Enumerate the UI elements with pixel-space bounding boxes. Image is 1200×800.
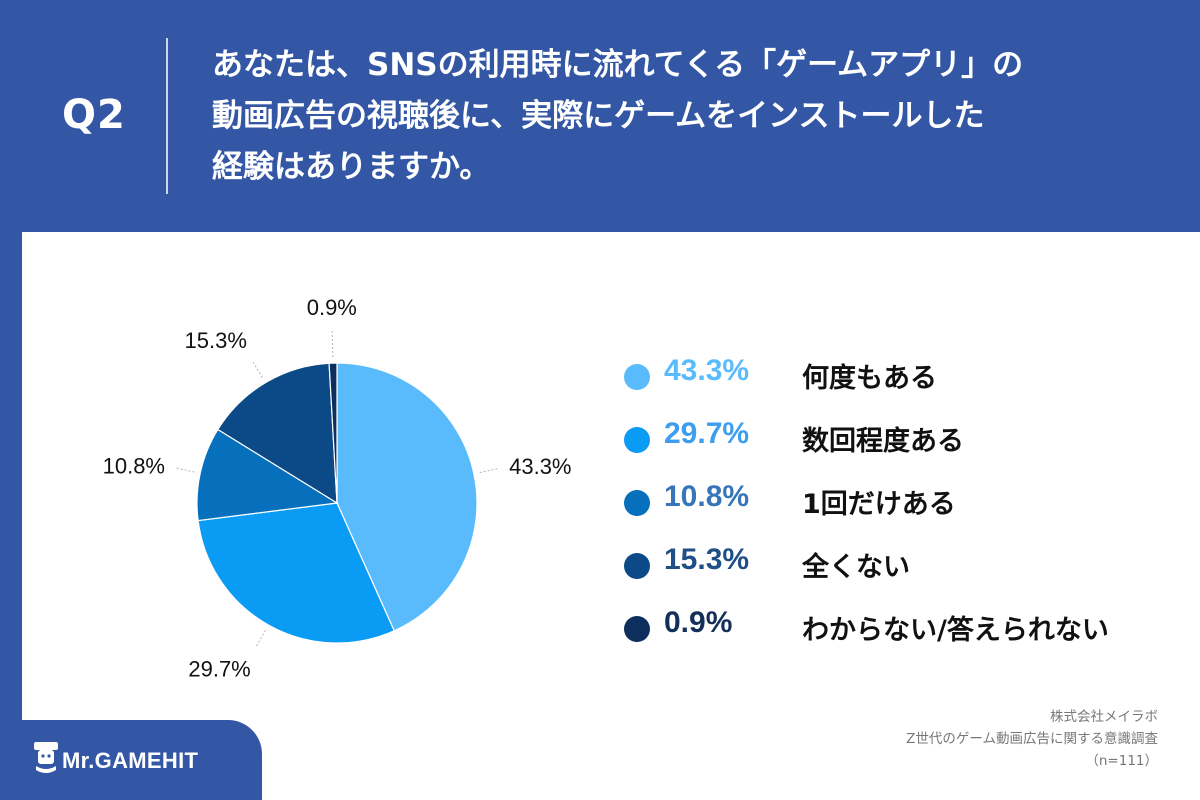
legend-dot-icon bbox=[624, 427, 650, 453]
slice-value-label: 0.9% bbox=[307, 295, 357, 320]
pie-slice bbox=[196, 428, 339, 522]
pie-slice bbox=[217, 362, 338, 505]
legend-value: 15.3% bbox=[664, 543, 750, 576]
legend-value: 43.3% bbox=[664, 354, 750, 387]
source-note: 株式会社メイラボ Z世代のゲーム動画広告に関する意識調査 （n=111） bbox=[758, 706, 1158, 772]
legend-dot-icon bbox=[624, 490, 650, 516]
legend-label: わからない/答えられない bbox=[802, 615, 1109, 646]
source-company: 株式会社メイラボ bbox=[1050, 709, 1158, 725]
leader-line bbox=[251, 360, 263, 378]
source-survey: Z世代のゲーム動画広告に関する意識調査 bbox=[906, 731, 1158, 747]
pie-slice bbox=[197, 502, 396, 644]
question-text: あなたは、SNSの利用時に流れてくる「ゲームアプリ」の 動画広告の視聴後に、実際… bbox=[212, 40, 1172, 193]
question-line: 動画広告の視聴後に、実際にゲームをインストールした bbox=[212, 98, 985, 134]
legend-item: 43.3% 何度もある bbox=[600, 346, 1160, 394]
leader-line bbox=[479, 467, 500, 473]
legend-label: 全くない bbox=[802, 552, 910, 583]
legend-label: 何度もある bbox=[802, 363, 937, 394]
legend-label: 1回だけある bbox=[802, 489, 956, 520]
question-number: Q2 bbox=[62, 92, 126, 138]
legend-dot-icon bbox=[624, 616, 650, 642]
question-line: 経験はありますか。 bbox=[212, 149, 491, 185]
legend-label: 数回程度ある bbox=[802, 426, 964, 457]
legend-item: 10.8% 1回だけある bbox=[600, 472, 1160, 520]
legend-item: 15.3% 全くない bbox=[600, 535, 1160, 583]
source-sample-size: （n=111） bbox=[1085, 753, 1158, 769]
pie-slice bbox=[336, 362, 478, 632]
question-line: あなたは、SNSの利用時に流れてくる「ゲームアプリ」の bbox=[212, 47, 1024, 83]
legend-value: 10.8% bbox=[664, 480, 750, 513]
leader-line bbox=[255, 630, 266, 648]
pie-slice bbox=[328, 362, 338, 504]
header: Q2 あなたは、SNSの利用時に流れてくる「ゲームアプリ」の 動画広告の視聴後に… bbox=[0, 0, 1200, 232]
legend-item: 0.9% わからない/答えられない bbox=[600, 598, 1160, 646]
slice-value-label: 43.3% bbox=[509, 454, 571, 479]
mascot-icon bbox=[34, 742, 58, 773]
header-divider bbox=[166, 38, 168, 194]
legend-dot-icon bbox=[624, 553, 650, 579]
slice-value-label: 10.8% bbox=[103, 454, 165, 479]
legend-dot-icon bbox=[624, 364, 650, 390]
logo-tab: Mr.GAMEHIT bbox=[0, 720, 262, 800]
slice-value-label: 15.3% bbox=[185, 328, 247, 353]
legend-value: 0.9% bbox=[664, 606, 733, 639]
leader-line bbox=[174, 467, 195, 473]
logo-text: Mr.GAMEHIT bbox=[62, 748, 199, 773]
legend-item: 29.7% 数回程度ある bbox=[600, 409, 1160, 457]
legend-value: 29.7% bbox=[664, 417, 750, 450]
leader-line bbox=[331, 329, 334, 358]
slice-value-label: 29.7% bbox=[188, 656, 250, 681]
